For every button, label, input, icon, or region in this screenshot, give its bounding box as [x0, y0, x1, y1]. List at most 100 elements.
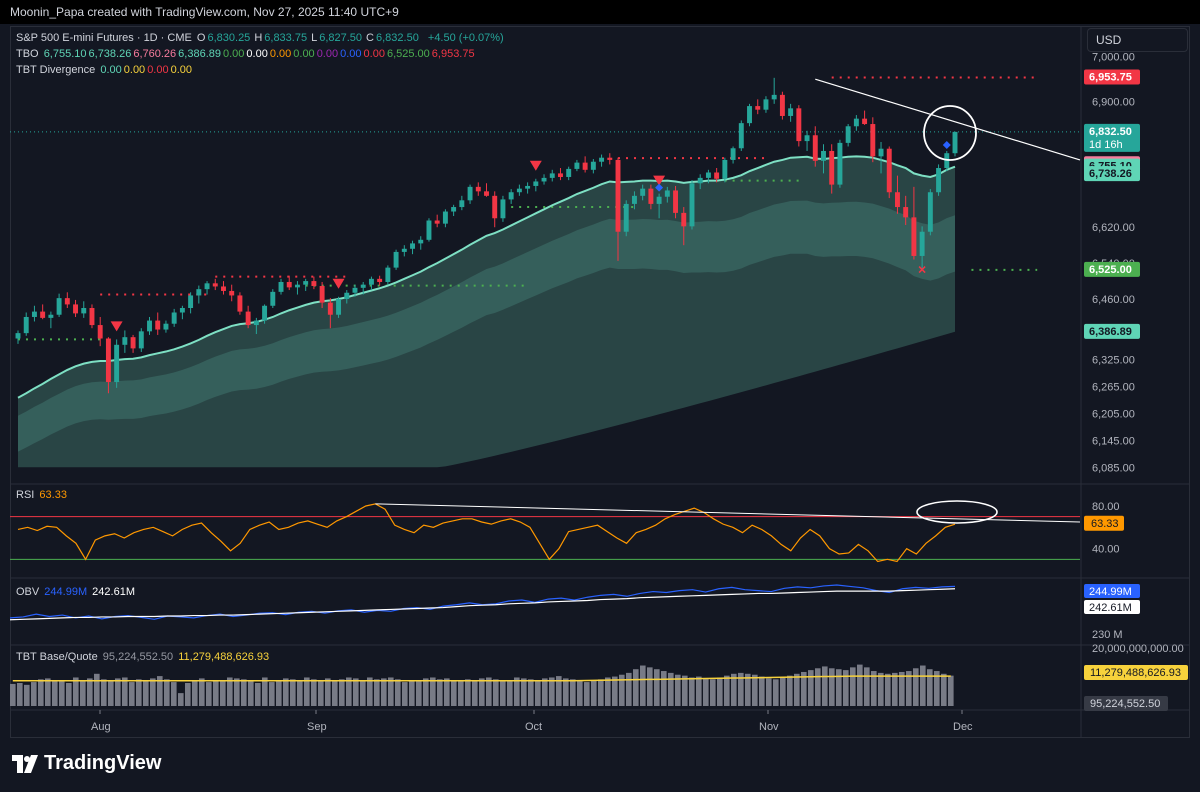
base-quote-bar: [73, 677, 79, 706]
candle-body: [212, 283, 218, 287]
candle-body: [812, 135, 818, 161]
base-quote-bar: [640, 665, 646, 706]
price-tag-label: 6,832.50: [1089, 126, 1132, 138]
candle-body: [829, 150, 835, 185]
candle-body: [188, 295, 194, 309]
base-quote-bar: [787, 675, 793, 706]
indicator-value: 0.00: [316, 48, 339, 60]
indicator-value: 6,953.75: [431, 48, 475, 60]
obv-label[interactable]: OBV: [16, 586, 40, 598]
ohlc-key: L: [311, 32, 318, 44]
price-tick-label: 6,145.00: [1092, 435, 1135, 447]
base-quote-bar: [843, 670, 849, 706]
base-quote-bar: [738, 672, 744, 706]
rsi-label[interactable]: RSI: [16, 489, 35, 501]
base-quote-bar: [815, 668, 821, 706]
base-quote-bar: [430, 677, 436, 706]
candle-body: [738, 123, 744, 149]
base-quote-bar: [255, 683, 261, 706]
base-quote-bar: [353, 678, 359, 706]
candle-body: [73, 304, 79, 314]
price-tag-label: 6,525.00: [1089, 264, 1132, 276]
candle-body: [615, 159, 621, 232]
sell-signal-marker: [110, 321, 123, 332]
base-quote-bar: [612, 676, 618, 706]
tbt-divergence-label[interactable]: TBT Divergence: [16, 64, 96, 76]
base-quote-bar: [360, 680, 366, 706]
bq-line-tag: [1084, 665, 1188, 680]
base-quote-bar: [381, 678, 387, 706]
price-tick-label: 6,205.00: [1092, 408, 1135, 420]
base-quote-bar: [206, 682, 212, 706]
candle-body: [393, 251, 399, 268]
base-quote-bar: [857, 664, 863, 706]
base-quote-bar: [528, 679, 534, 706]
candle-body: [401, 248, 407, 252]
tbt-bq-value-1: 95,224,552.50: [102, 651, 174, 663]
base-quote-bar: [374, 679, 380, 706]
base-quote-bar: [619, 674, 625, 706]
tradingview-logo[interactable]: TradingView: [12, 752, 161, 775]
candle-body: [196, 289, 202, 296]
price-tick-label: 7,000.00: [1092, 52, 1135, 64]
base-quote-bar: [164, 679, 170, 706]
chart-canvas[interactable]: 7,000.006,900.006,620.006,540.006,460.00…: [0, 0, 1200, 740]
currency-label: USD: [1096, 33, 1122, 47]
base-quote-bar: [332, 680, 338, 706]
candle-body: [853, 118, 859, 127]
tbt-bq-value-2: 11,279,488,626.93: [178, 651, 270, 663]
rsi-value-tag: [1084, 515, 1124, 531]
tbo-label[interactable]: TBO: [16, 48, 39, 60]
candle-body: [475, 186, 481, 192]
candle-body: [56, 298, 62, 315]
candle-body: [845, 126, 851, 143]
candle-body: [130, 337, 136, 349]
time-axis-label: Aug: [91, 721, 111, 733]
indicator-value: 6,386.89: [178, 48, 221, 60]
base-quote-bar: [752, 674, 758, 706]
candle-body: [31, 311, 37, 317]
obv-line: [9, 584, 956, 620]
tbo-values: 6,755.10 6,738.26 6,760.26 6,386.89 0.00 0.00…: [44, 48, 477, 60]
candle-body: [664, 190, 670, 197]
candle-body: [788, 108, 794, 116]
tbo-inner-band: [18, 200, 955, 452]
drawn-trendline: [815, 78, 1081, 161]
candle-body: [747, 106, 752, 124]
rsi-trendline: [375, 503, 1081, 523]
base-quote-bar: [731, 673, 737, 706]
base-quote-bar: [129, 682, 135, 706]
legend-line-tbo: TBO 6,755.10 6,738.26 6,760.26 6,386.89 0.00…: [16, 46, 506, 62]
currency-selector[interactable]: USD: [1087, 28, 1188, 52]
candle-body: [648, 188, 654, 204]
candle-body: [492, 195, 498, 219]
candle-body: [262, 305, 268, 321]
base-quote-bar: [675, 674, 681, 706]
price-tag: [1084, 261, 1140, 277]
attribution-bar: Moonin_Papa created with TradingView.com…: [0, 0, 1200, 24]
indicator-value: 0.00: [147, 64, 169, 76]
indicator-value: 0.00: [363, 48, 385, 60]
base-quote-bar: [45, 678, 51, 706]
base-quote-bar: [724, 675, 730, 706]
base-quote-bar: [521, 678, 527, 706]
candle-body: [870, 124, 876, 157]
tbt-divergence-values: 0.00 0.00 0.00 0.00: [100, 64, 194, 76]
base-quote-bar: [801, 671, 807, 706]
highlight-circle: [923, 105, 977, 161]
symbol-title[interactable]: S&P 500 E-mini Futures · 1D · CME: [16, 32, 192, 44]
base-quote-bar: [472, 680, 478, 706]
candle-body: [796, 108, 802, 142]
candle-body: [442, 211, 448, 224]
base-quote-bar: [325, 678, 331, 706]
base-quote-bar: [682, 675, 688, 706]
base-quote-bar: [661, 671, 667, 706]
base-quote-bar: [143, 680, 149, 706]
base-quote-bar: [423, 678, 429, 706]
candle-body: [204, 283, 210, 290]
candle-body: [755, 106, 761, 110]
obv-value-2: 242.61M: [92, 586, 135, 598]
obv-tick-label: 230 M: [1092, 629, 1123, 641]
tbt-bq-label[interactable]: TBT Base/Quote: [16, 651, 98, 663]
ohlc-value: 6,830.25: [207, 32, 251, 44]
